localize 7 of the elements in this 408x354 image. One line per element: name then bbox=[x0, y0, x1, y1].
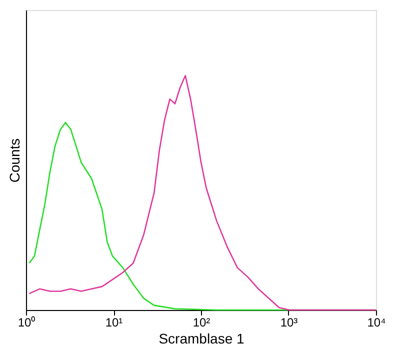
x-tick-label: 10⁴ bbox=[367, 316, 386, 330]
x-tick-label: 10² bbox=[192, 316, 210, 330]
y-axis-title: Counts bbox=[6, 138, 22, 183]
x-axis-title: Scramblase 1 bbox=[158, 330, 245, 346]
x-tick-label: 10⁰ bbox=[18, 316, 36, 330]
x-tick-label: 10¹ bbox=[105, 316, 123, 330]
x-tick-label: 10³ bbox=[280, 316, 298, 330]
